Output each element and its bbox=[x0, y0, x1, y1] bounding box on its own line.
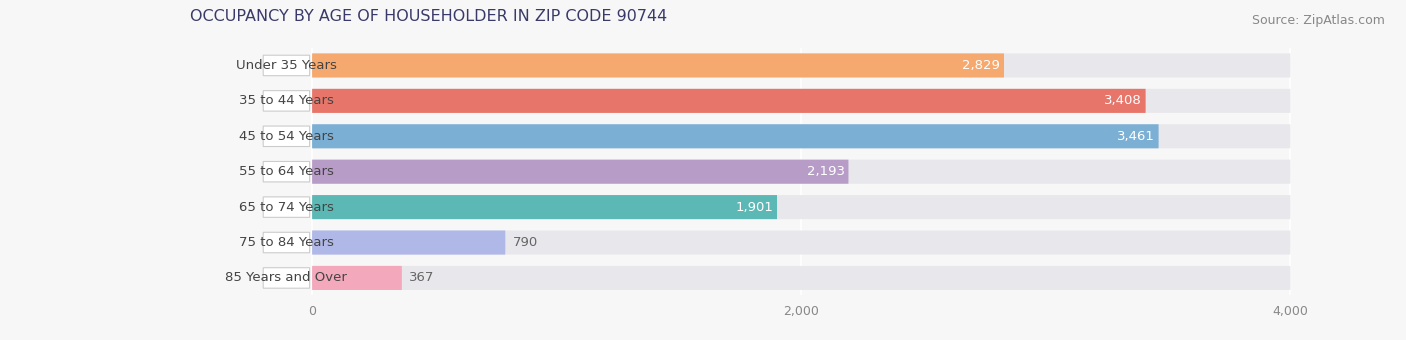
FancyBboxPatch shape bbox=[263, 197, 309, 217]
Text: 35 to 44 Years: 35 to 44 Years bbox=[239, 95, 333, 107]
FancyBboxPatch shape bbox=[312, 195, 778, 219]
FancyBboxPatch shape bbox=[263, 126, 309, 147]
FancyBboxPatch shape bbox=[263, 268, 309, 288]
Text: 3,461: 3,461 bbox=[1118, 130, 1154, 143]
FancyBboxPatch shape bbox=[263, 232, 309, 253]
FancyBboxPatch shape bbox=[312, 53, 1291, 78]
Text: OCCUPANCY BY AGE OF HOUSEHOLDER IN ZIP CODE 90744: OCCUPANCY BY AGE OF HOUSEHOLDER IN ZIP C… bbox=[190, 9, 666, 24]
FancyBboxPatch shape bbox=[263, 162, 309, 182]
Text: 1,901: 1,901 bbox=[735, 201, 773, 214]
Text: 367: 367 bbox=[409, 271, 434, 285]
FancyBboxPatch shape bbox=[312, 231, 505, 255]
Text: 55 to 64 Years: 55 to 64 Years bbox=[239, 165, 333, 178]
FancyBboxPatch shape bbox=[312, 266, 1291, 290]
FancyBboxPatch shape bbox=[312, 160, 1291, 184]
Text: Source: ZipAtlas.com: Source: ZipAtlas.com bbox=[1251, 14, 1385, 27]
FancyBboxPatch shape bbox=[263, 55, 309, 76]
FancyBboxPatch shape bbox=[312, 53, 1004, 78]
Text: 2,193: 2,193 bbox=[807, 165, 845, 178]
FancyBboxPatch shape bbox=[312, 195, 1291, 219]
Text: 2,829: 2,829 bbox=[963, 59, 1000, 72]
Text: 65 to 74 Years: 65 to 74 Years bbox=[239, 201, 333, 214]
FancyBboxPatch shape bbox=[312, 124, 1159, 148]
Text: Under 35 Years: Under 35 Years bbox=[236, 59, 337, 72]
Text: 3,408: 3,408 bbox=[1104, 95, 1142, 107]
Text: 790: 790 bbox=[513, 236, 538, 249]
FancyBboxPatch shape bbox=[312, 89, 1291, 113]
FancyBboxPatch shape bbox=[312, 266, 402, 290]
Text: 85 Years and Over: 85 Years and Over bbox=[225, 271, 347, 285]
FancyBboxPatch shape bbox=[312, 160, 848, 184]
Text: 45 to 54 Years: 45 to 54 Years bbox=[239, 130, 333, 143]
Text: 75 to 84 Years: 75 to 84 Years bbox=[239, 236, 333, 249]
FancyBboxPatch shape bbox=[312, 124, 1291, 148]
FancyBboxPatch shape bbox=[312, 231, 1291, 255]
FancyBboxPatch shape bbox=[263, 91, 309, 111]
FancyBboxPatch shape bbox=[312, 89, 1146, 113]
